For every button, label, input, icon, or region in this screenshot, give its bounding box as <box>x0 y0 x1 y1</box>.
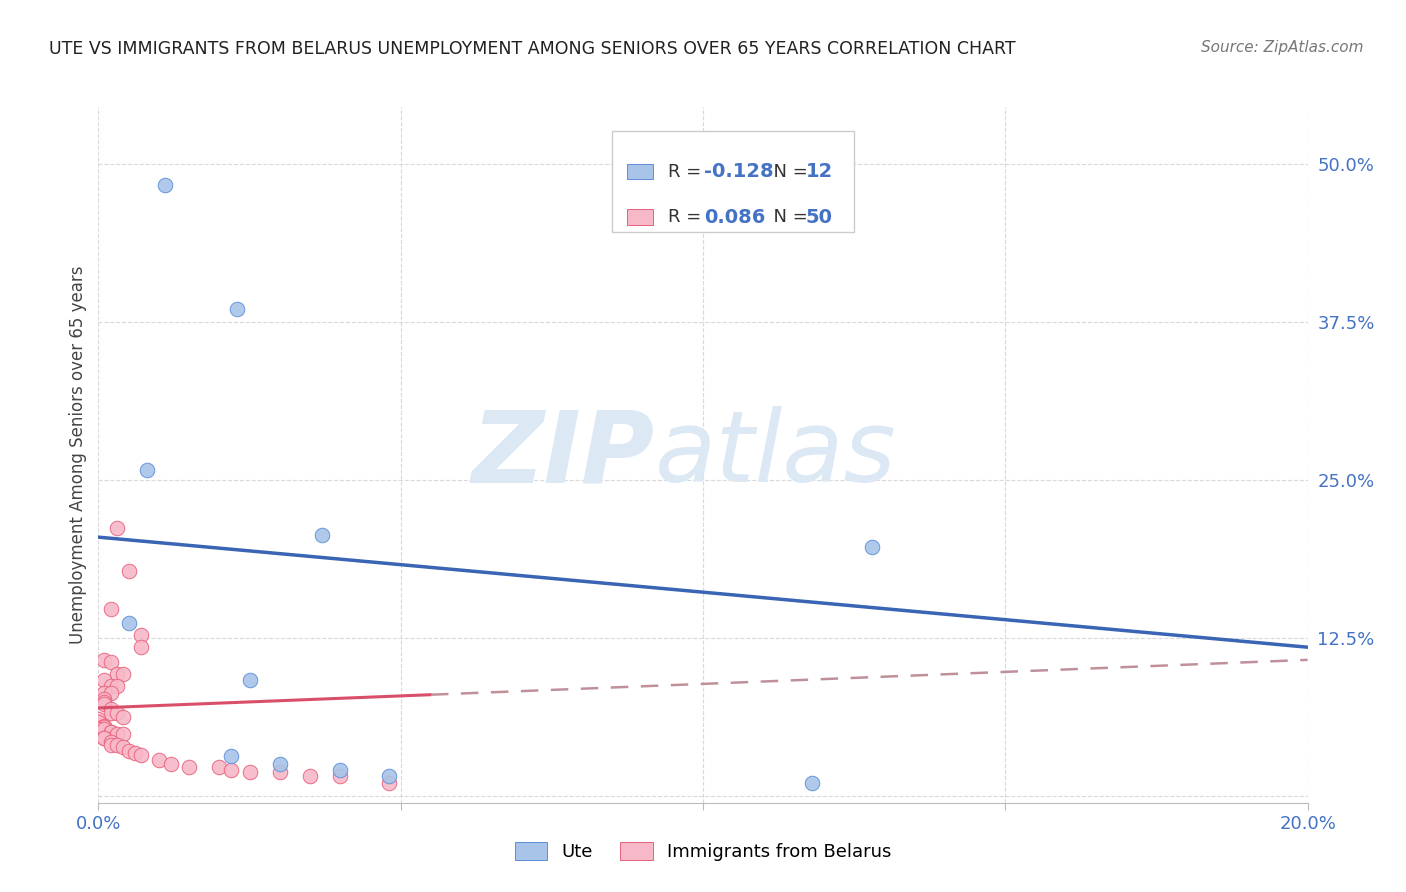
Point <box>93 718 115 732</box>
Point <box>87 723 110 737</box>
Point <box>93 695 115 709</box>
Point <box>100 680 122 694</box>
Text: 12: 12 <box>806 162 832 181</box>
Point <box>377 775 399 789</box>
Text: N =: N = <box>762 162 814 181</box>
Point <box>208 760 231 774</box>
Point <box>129 640 152 655</box>
Point <box>100 735 122 749</box>
Point <box>239 765 262 780</box>
Point <box>93 731 115 746</box>
Point <box>100 725 122 739</box>
Point <box>153 178 176 193</box>
Point <box>118 564 141 578</box>
Point <box>93 653 115 667</box>
FancyBboxPatch shape <box>627 210 654 225</box>
Point <box>329 763 352 777</box>
FancyBboxPatch shape <box>627 164 654 179</box>
Point <box>105 727 128 741</box>
Point <box>100 725 122 739</box>
Text: 50: 50 <box>806 208 832 227</box>
Point <box>311 527 333 541</box>
Point <box>269 765 291 780</box>
Point <box>221 763 243 777</box>
Point <box>329 769 352 783</box>
Point <box>105 680 128 694</box>
Point <box>93 723 115 737</box>
Point <box>100 602 122 616</box>
Point <box>239 673 262 687</box>
Text: Source: ZipAtlas.com: Source: ZipAtlas.com <box>1201 40 1364 55</box>
Point <box>124 747 146 761</box>
Point <box>160 756 183 771</box>
Point <box>299 769 322 783</box>
Point <box>93 697 115 711</box>
Point <box>93 720 115 734</box>
Point <box>111 666 134 681</box>
Point <box>105 706 128 720</box>
Point <box>118 744 141 758</box>
Point <box>860 541 883 555</box>
Point <box>100 686 122 700</box>
FancyBboxPatch shape <box>613 131 855 232</box>
Point <box>100 702 122 716</box>
Point <box>377 769 399 783</box>
Point <box>93 731 115 746</box>
Point <box>105 521 128 535</box>
Point <box>111 727 134 741</box>
Point <box>226 302 249 317</box>
Point <box>105 738 128 752</box>
Point <box>148 753 170 767</box>
Text: ZIP: ZIP <box>471 407 655 503</box>
Point <box>87 712 110 726</box>
Point <box>93 673 115 687</box>
Point <box>269 756 291 771</box>
Point <box>179 760 201 774</box>
Text: R =: R = <box>668 208 707 227</box>
Y-axis label: Unemployment Among Seniors over 65 years: Unemployment Among Seniors over 65 years <box>69 266 87 644</box>
Point <box>87 714 110 729</box>
Point <box>111 710 134 724</box>
Point <box>800 775 823 789</box>
Point <box>93 686 115 700</box>
Point <box>100 706 122 720</box>
Point <box>100 738 122 752</box>
Point <box>118 616 141 631</box>
Text: R =: R = <box>668 162 707 181</box>
Point <box>105 666 128 681</box>
Point <box>100 656 122 670</box>
Text: UTE VS IMMIGRANTS FROM BELARUS UNEMPLOYMENT AMONG SENIORS OVER 65 YEARS CORRELAT: UTE VS IMMIGRANTS FROM BELARUS UNEMPLOYM… <box>49 40 1015 58</box>
Point <box>135 463 157 477</box>
Text: 0.086: 0.086 <box>704 208 766 227</box>
Point <box>129 627 152 641</box>
Point <box>221 749 243 764</box>
Point <box>129 747 152 762</box>
Point <box>111 740 134 755</box>
Text: -0.128: -0.128 <box>704 162 773 181</box>
Legend: Ute, Immigrants from Belarus: Ute, Immigrants from Belarus <box>506 833 900 871</box>
Text: N =: N = <box>762 208 814 227</box>
Text: atlas: atlas <box>655 407 896 503</box>
Point <box>93 692 115 706</box>
